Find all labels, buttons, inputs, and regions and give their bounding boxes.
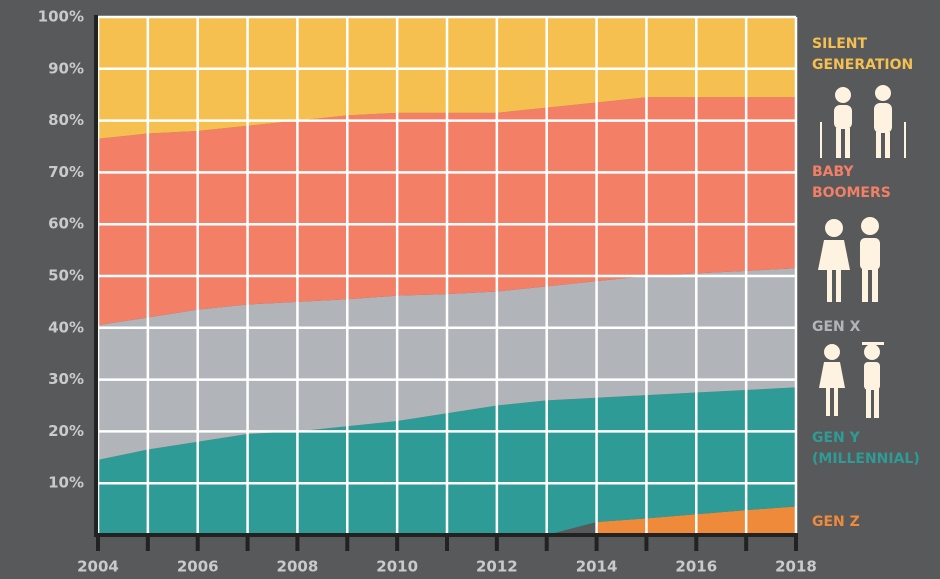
x-tick-label: 2016 <box>675 558 717 576</box>
y-tick-label: 10% <box>48 474 84 492</box>
icon-silent <box>820 85 906 158</box>
x-tick-label: 2004 <box>77 558 119 576</box>
y-tick-label: 90% <box>48 59 84 77</box>
y-tick-label: 70% <box>48 163 84 181</box>
icon-boomers <box>818 217 880 302</box>
y-tick-label: 100% <box>38 8 84 26</box>
legend-label: BABY BOOMERS <box>812 164 891 201</box>
y-tick-label: 30% <box>48 370 84 388</box>
y-tick-label: 60% <box>48 215 84 233</box>
legend-label: GEN Z <box>812 514 860 530</box>
x-tick-label: 2010 <box>376 558 418 576</box>
icon-genx <box>819 342 884 418</box>
y-tick-label: 40% <box>48 318 84 336</box>
legend-label: SILENT GENERATION <box>812 36 914 73</box>
x-tick-label: 2006 <box>177 558 219 576</box>
x-tick-label: 2014 <box>576 558 618 576</box>
x-tick-label: 2018 <box>775 558 817 576</box>
icons <box>818 85 906 418</box>
legend-label: GEN Y (MILLENNIAL) <box>812 430 920 467</box>
y-tick-label: 20% <box>48 422 84 440</box>
y-tick-label: 50% <box>48 267 84 285</box>
plot: 10% 20% 30% 40% 50% 60% 70% 80% 90% 100% 2004 2006 2… <box>38 8 817 576</box>
x-tick-label: 2012 <box>476 558 518 576</box>
y-tick-label: 80% <box>48 111 84 129</box>
legend-label: GEN X <box>812 319 861 335</box>
x-tick-label: 2008 <box>277 558 319 576</box>
